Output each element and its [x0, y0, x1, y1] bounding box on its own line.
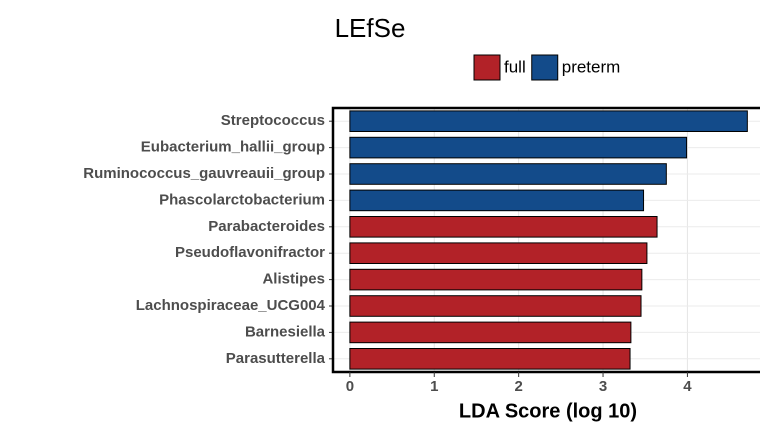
- legend-swatch: [531, 54, 559, 81]
- bar: [349, 216, 658, 238]
- y-tick-label: Barnesiella: [245, 323, 326, 340]
- x-tick-label: 4: [683, 378, 692, 395]
- y-tick-label: Streptococcus: [221, 112, 325, 129]
- legend-label: full: [504, 57, 526, 76]
- bar: [349, 268, 643, 291]
- bar: [349, 163, 667, 185]
- y-tick-label: Parabacteroides: [208, 218, 325, 235]
- bar: [349, 136, 688, 159]
- legend-swatch: [473, 54, 501, 81]
- y-tick-label: Alistipes: [262, 271, 325, 288]
- x-tick-label: 1: [430, 378, 438, 395]
- x-tick-label: 2: [514, 378, 522, 395]
- x-tick-label: 0: [346, 378, 354, 395]
- chart-title: LEfSe: [335, 13, 406, 43]
- plot-border: [331, 106, 760, 374]
- bar: [349, 110, 748, 132]
- y-tick-label: Eubacterium_hallii_group: [141, 139, 325, 156]
- x-axis-label: LDA Score (log 10): [459, 400, 637, 422]
- bar: [349, 295, 642, 317]
- bar: [349, 321, 632, 344]
- y-tick-label: Ruminococcus_gauvreauii_group: [83, 165, 325, 182]
- bar: [349, 348, 631, 370]
- y-tick-label: Parasutterella: [226, 350, 326, 367]
- y-tick-label: Phascolarctobacterium: [159, 191, 325, 208]
- bar: [349, 189, 645, 212]
- y-tick-label: Lachnospiraceae_UCG004: [136, 297, 326, 314]
- x-tick-label: 3: [599, 378, 607, 395]
- bar: [349, 242, 648, 264]
- legend-label: preterm: [562, 57, 621, 76]
- y-tick-label: Pseudoflavonifractor: [175, 244, 325, 261]
